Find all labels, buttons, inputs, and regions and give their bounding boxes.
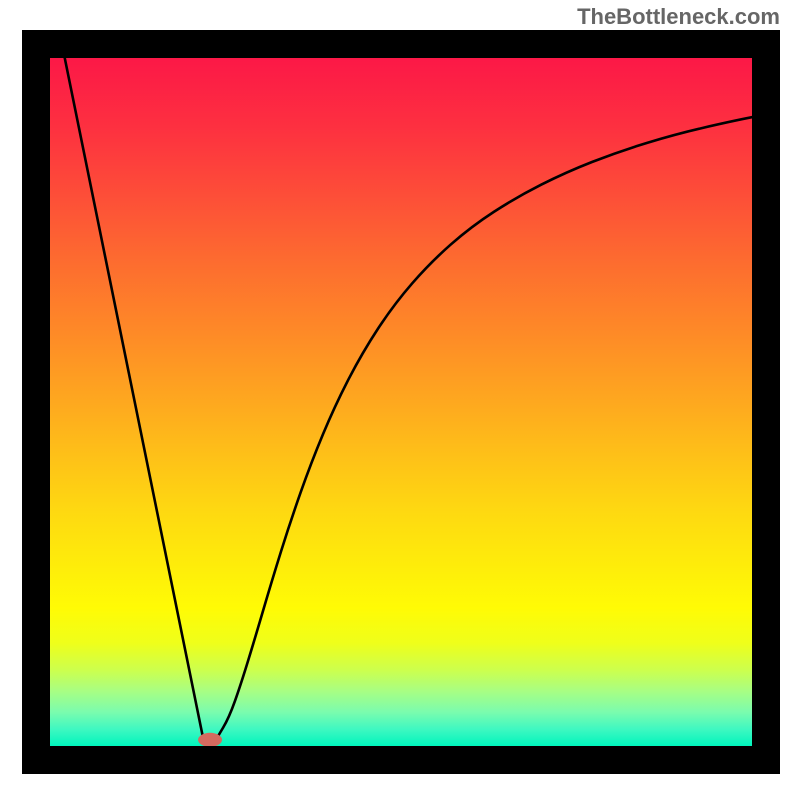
watermark-text: TheBottleneck.com <box>577 4 780 30</box>
chart-container: TheBottleneck.com <box>0 0 800 800</box>
plot-area <box>50 58 752 746</box>
bottleneck-curve <box>65 58 752 740</box>
curve-layer <box>50 58 752 746</box>
